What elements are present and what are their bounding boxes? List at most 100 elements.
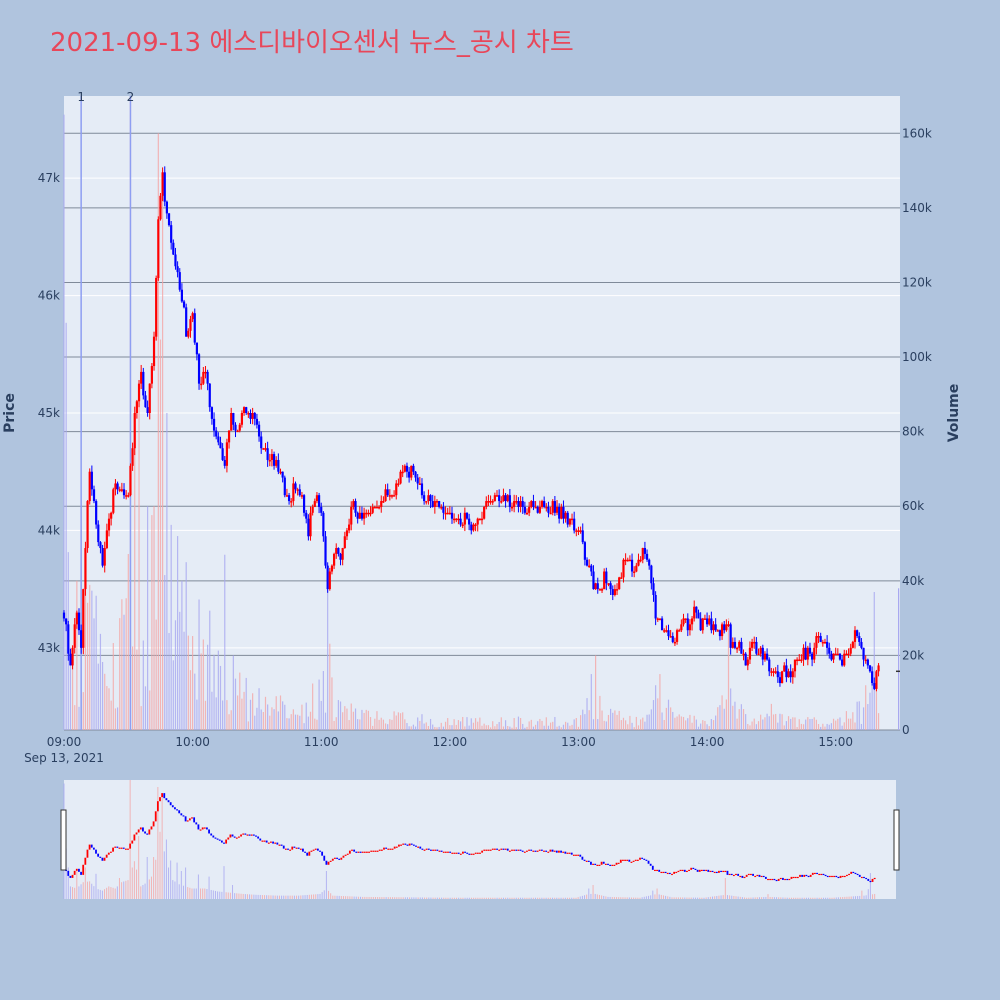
mini-candle [357, 851, 360, 853]
volume-bar [588, 710, 590, 730]
mini-volume-bar [110, 887, 112, 899]
mini-candle [432, 849, 434, 851]
candle-body [686, 618, 689, 631]
mini-volume-bar [93, 886, 95, 899]
mini-volume-bar [573, 897, 575, 899]
mini-volume-bar [609, 896, 611, 899]
candle-body [268, 459, 271, 462]
mini-candle [406, 844, 409, 846]
mini-candle [462, 851, 464, 854]
mini-volume-bar [517, 897, 519, 899]
candle-body [785, 665, 788, 678]
mini-volume-bar [492, 897, 494, 899]
volume-bar [556, 726, 558, 730]
mini-volume-bar [133, 861, 135, 899]
volume-bar [447, 718, 449, 730]
volume-bar [267, 704, 269, 730]
mini-volume-bar [441, 897, 443, 899]
mini-candle [400, 844, 402, 846]
volume-bar [674, 717, 676, 730]
candle-body [315, 495, 319, 502]
mini-volume-bar [287, 895, 289, 899]
volume-bar [453, 719, 455, 730]
candle-body [397, 483, 400, 485]
mini-candle [694, 868, 697, 871]
candle-body [457, 518, 460, 521]
mini-volume-bar [306, 894, 308, 899]
candle-body [365, 512, 368, 515]
volume-bar [670, 707, 672, 730]
mini-candle [380, 849, 383, 851]
volume-bar [768, 716, 770, 730]
mini-candle [607, 863, 609, 865]
mini-candle [504, 848, 507, 850]
mini-candle [626, 859, 629, 861]
range-slider-right-handle[interactable] [893, 809, 900, 871]
candle-body [294, 483, 297, 490]
mini-candle [235, 837, 238, 839]
mini-volume-bar [67, 867, 69, 899]
mini-candle [739, 875, 742, 878]
time-tick-label: 12:00 [433, 735, 468, 749]
volume-bar [185, 562, 187, 730]
candle-body [513, 501, 516, 507]
candle-body [830, 653, 833, 660]
volume-bar [592, 719, 595, 730]
volume-bar [494, 726, 496, 730]
mini-candle [80, 871, 82, 875]
range-slider-left-handle[interactable] [60, 809, 67, 871]
mini-candle [336, 857, 338, 859]
mini-volume-bar [628, 897, 630, 899]
candle-body [836, 653, 839, 656]
volume-bar [329, 643, 331, 730]
mini-volume-bar [705, 897, 707, 899]
mini-volume-bar [191, 888, 193, 899]
mini-volume-bar [381, 897, 383, 899]
volume-bar [397, 712, 399, 730]
candle-body [412, 465, 415, 472]
candle-body [656, 618, 659, 620]
mini-candle [762, 875, 765, 878]
mini-volume-bar [447, 897, 449, 899]
mini-volume-bar [827, 897, 829, 899]
candle-body [446, 512, 449, 515]
mini-volume-bar [752, 897, 754, 899]
mini-candle [302, 848, 304, 852]
volume-bar [775, 713, 777, 730]
mini-candle [555, 850, 558, 853]
mini-candle [451, 852, 454, 854]
mini-volume-bar [460, 897, 462, 899]
candle-body [588, 565, 591, 568]
mini-candle [814, 872, 816, 875]
mini-volume-bar [782, 897, 784, 899]
candle-body [622, 559, 625, 578]
candle-body [270, 454, 274, 460]
volume-bar [279, 695, 282, 730]
volume-bar [432, 724, 434, 730]
mini-candle [835, 875, 838, 878]
volume-bar [809, 719, 811, 730]
candle-body [425, 501, 428, 503]
mini-volume-bar [394, 897, 396, 899]
price-tick-label: 46k [38, 289, 60, 303]
candle-body [204, 371, 207, 374]
candle-body [804, 647, 807, 660]
mini-candle [820, 873, 823, 876]
volume-bar [867, 704, 869, 730]
volume-bar [312, 683, 314, 730]
mini-candle [703, 869, 705, 872]
volume-bar [427, 726, 430, 730]
mini-candle [590, 861, 592, 865]
candle-body [525, 512, 529, 515]
mini-volume-bar [349, 896, 351, 899]
candle-body [506, 495, 509, 502]
range-slider[interactable] [64, 780, 896, 899]
mini-volume-bar [776, 897, 778, 899]
mini-volume-bar [456, 897, 458, 899]
volume-bar [104, 673, 106, 730]
volume-bar [110, 700, 112, 730]
volume-bar [644, 721, 646, 730]
candle-body [712, 624, 715, 631]
volume-bar [299, 715, 301, 730]
volume-bar [586, 698, 588, 730]
